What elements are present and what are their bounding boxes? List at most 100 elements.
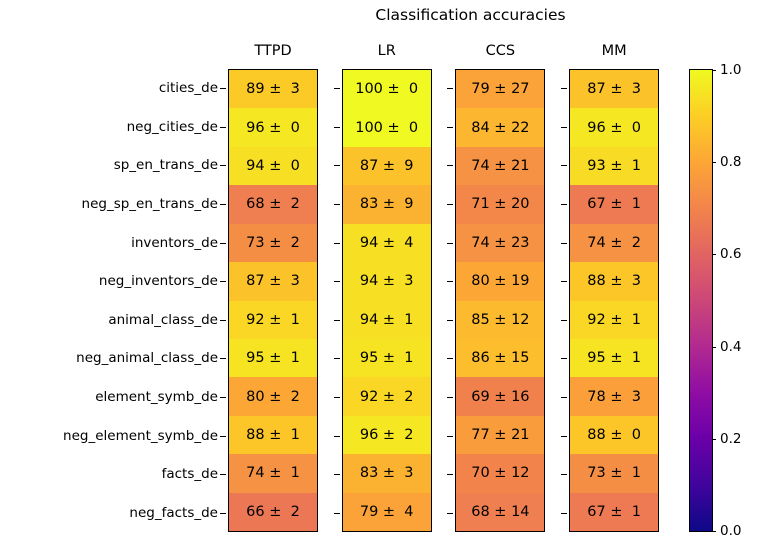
- heatmap-cell: 78 ± 3: [570, 377, 659, 416]
- row-tick-mark: [333, 396, 340, 398]
- heatmap-cell: 95 ± 1: [229, 338, 317, 378]
- heatmap-cell: 77 ± 21: [456, 415, 545, 455]
- heatmap-cell: 100 ± 0: [342, 108, 431, 147]
- heatmap-cell: 71 ± 20: [456, 185, 545, 224]
- row-tick-mark: [561, 88, 568, 90]
- row-label: inventors_de: [131, 234, 218, 251]
- row-tick-mark: [447, 512, 454, 514]
- row-tick-mark: [220, 126, 226, 128]
- heatmap-cell: 88 ± 1: [229, 415, 317, 455]
- row-tick-mark: [561, 358, 568, 360]
- row-label: facts_de: [161, 466, 218, 483]
- heatmap-cell: 74 ± 21: [456, 146, 545, 186]
- row-label: neg_inventors_de: [98, 273, 218, 290]
- heatmap-cell: 95 ± 1: [342, 338, 431, 378]
- heatmap-cell: 86 ± 15: [456, 338, 545, 378]
- row-tick-mark: [447, 319, 454, 321]
- row-tick-mark: [333, 88, 340, 90]
- colorbar-tick-mark: [712, 254, 716, 256]
- row-tick-mark: [561, 281, 568, 283]
- heatmap-cell: 92 ± 1: [570, 300, 659, 339]
- colorbar-tick-mark: [712, 162, 716, 164]
- row-tick-mark: [220, 165, 226, 167]
- colorbar-gradient: [690, 70, 712, 531]
- row-tick-mark: [561, 396, 568, 398]
- row-label: neg_sp_en_trans_de: [81, 196, 218, 213]
- heatmap-cell: 92 ± 1: [229, 300, 317, 339]
- heatmap-cell: 87 ± 9: [342, 146, 431, 186]
- row-tick-mark: [220, 435, 226, 437]
- heatmap-cell: 95 ± 1: [570, 338, 659, 378]
- heatmap-cell: 92 ± 2: [342, 377, 431, 416]
- row-tick-mark: [447, 358, 454, 360]
- chart-title: Classification accuracies: [375, 6, 566, 24]
- heatmap-cell: 88 ± 3: [570, 262, 659, 301]
- row-tick-mark: [333, 204, 340, 206]
- heatmap-cell: 68 ± 14: [456, 492, 545, 532]
- heatmap-column: 87 ± 3 96 ± 0 93 ± 1 67 ± 1 74 ± 2 88 ± 3 92 ±…: [569, 69, 660, 532]
- colorbar-tick-mark: [712, 438, 716, 440]
- heatmap-cell: 100 ± 0: [342, 70, 431, 109]
- row-tick-mark: [561, 204, 568, 206]
- column-header: MM: [601, 43, 627, 59]
- colorbar-tick-label: 0.4: [720, 338, 742, 355]
- row-tick-mark: [220, 88, 226, 90]
- row-tick-mark: [220, 242, 226, 244]
- row-label: element_symb_de: [95, 388, 218, 405]
- heatmap-cell: 96 ± 2: [342, 415, 431, 455]
- colorbar-tick-mark: [712, 70, 716, 71]
- heatmap-cell: 74 ± 23: [456, 223, 545, 263]
- row-label: sp_en_trans_de: [113, 157, 218, 174]
- row-tick-mark: [447, 242, 454, 244]
- heatmap-cell: 70 ± 12: [456, 454, 545, 493]
- row-tick-mark: [220, 474, 226, 476]
- row-tick-mark: [333, 435, 340, 437]
- row-tick-mark: [333, 281, 340, 283]
- heatmap-cell: 67 ± 1: [570, 185, 659, 224]
- heatmap-cell: 80 ± 19: [456, 262, 545, 301]
- row-tick-mark: [333, 319, 340, 321]
- heatmap-cell: 94 ± 1: [342, 300, 431, 339]
- row-tick-mark: [220, 281, 226, 283]
- row-tick-mark: [333, 358, 340, 360]
- column-header: CCS: [485, 43, 516, 59]
- row-tick-mark: [447, 396, 454, 398]
- row-label: neg_cities_de: [126, 118, 218, 135]
- heatmap-cell: 96 ± 0: [570, 108, 659, 147]
- colorbar-tick-mark: [712, 531, 716, 532]
- row-tick-mark: [220, 319, 226, 321]
- row-label: neg_animal_class_de: [76, 350, 218, 367]
- row-tick-mark: [561, 165, 568, 167]
- heatmap-cell: 85 ± 12: [456, 300, 545, 339]
- colorbar: 1.0 0.8 0.6 0.4 0.2 0.0: [689, 62, 741, 539]
- colorbar-tick-label: 1.0: [720, 62, 742, 78]
- row-label: animal_class_de: [108, 311, 218, 328]
- heatmap-cell: 94 ± 0: [229, 146, 317, 186]
- row-tick-mark: [447, 474, 454, 476]
- heatmap-cell: 80 ± 2: [229, 377, 317, 416]
- heatmap-cell: 83 ± 3: [342, 454, 431, 493]
- heatmap-cell: 79 ± 4: [342, 492, 431, 532]
- row-tick-mark: [561, 126, 568, 128]
- row-label: neg_facts_de: [129, 504, 218, 521]
- row-tick-mark: [447, 165, 454, 167]
- heatmap-cell: 66 ± 2: [229, 492, 317, 532]
- heatmap-cell: 83 ± 9: [342, 185, 431, 224]
- row-tick-mark: [561, 435, 568, 437]
- heatmap-column: 89 ± 3 96 ± 0 94 ± 0 68 ± 2 73 ± 2 87 ± 3 92 ±…: [228, 69, 318, 532]
- row-tick-mark: [447, 204, 454, 206]
- row-tick-mark: [220, 204, 226, 206]
- heatmap-column: 100 ± 0 100 ± 0 87 ± 9 83 ± 9 94 ± 4 94 ± 3 94…: [341, 69, 432, 532]
- heatmap-cell: 79 ± 27: [456, 70, 545, 109]
- row-tick-mark: [447, 435, 454, 437]
- heatmap-column: 79 ± 27 84 ± 22 74 ± 21 71 ± 20 74 ± 23 80 ± …: [455, 69, 546, 532]
- heatmap-cell: 87 ± 3: [229, 262, 317, 301]
- heatmap-cell: 73 ± 2: [229, 223, 317, 263]
- row-tick-mark: [561, 512, 568, 514]
- colorbar-tick-mark: [712, 346, 716, 348]
- row-tick-mark: [333, 165, 340, 167]
- row-tick-mark: [561, 319, 568, 321]
- row-tick-mark: [333, 512, 340, 514]
- row-tick-mark: [561, 242, 568, 244]
